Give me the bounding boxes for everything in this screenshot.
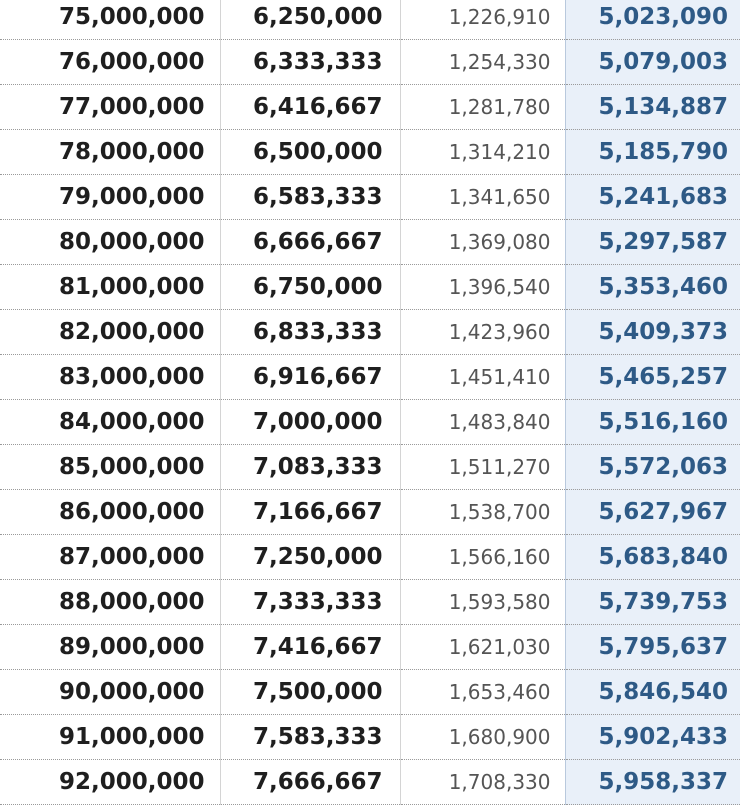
table-cell: 7,416,667 — [219, 624, 400, 670]
table-cell: 7,666,667 — [219, 759, 400, 805]
table-cell: 1,680,900 — [399, 714, 566, 760]
table-cell: 1,451,410 — [399, 354, 566, 400]
table-cell: 85,000,000 — [0, 444, 220, 490]
table-cell: 6,750,000 — [219, 264, 400, 310]
table-cell: 6,250,000 — [219, 0, 400, 40]
table-cell: 1,396,540 — [399, 264, 566, 310]
table-cell: 89,000,000 — [0, 624, 220, 670]
table-cell: 5,185,790 — [564, 129, 740, 175]
table-cell: 1,226,910 — [399, 0, 566, 40]
table-cell: 7,083,333 — [219, 444, 400, 490]
table-cell: 6,416,667 — [219, 84, 400, 130]
table-cell: 1,281,780 — [399, 84, 566, 130]
table-cell: 1,566,160 — [399, 534, 566, 580]
table-cell: 5,134,887 — [564, 84, 740, 130]
table-cell: 88,000,000 — [0, 579, 220, 625]
table-cell: 76,000,000 — [0, 39, 220, 85]
table-cell: 90,000,000 — [0, 669, 220, 715]
table-cell: 86,000,000 — [0, 489, 220, 535]
table-cell: 5,795,637 — [564, 624, 740, 670]
table-cell: 1,708,330 — [399, 759, 566, 805]
table-cell: 83,000,000 — [0, 354, 220, 400]
table-row: 87,000,000 7,250,000 1,566,160 5,683,840 — [0, 534, 740, 580]
table-row: 75,000,000 6,250,000 1,226,910 5,023,090 — [0, 0, 740, 40]
table-cell: 1,593,580 — [399, 579, 566, 625]
table-row: 81,000,000 6,750,000 1,396,540 5,353,460 — [0, 264, 740, 310]
table-cell: 77,000,000 — [0, 84, 220, 130]
table-cell: 1,483,840 — [399, 399, 566, 445]
table-cell: 5,958,337 — [564, 759, 740, 805]
table-row: 89,000,000 7,416,667 1,621,030 5,795,637 — [0, 624, 740, 670]
table-cell: 5,739,753 — [564, 579, 740, 625]
table-row: 84,000,000 7,000,000 1,483,840 5,516,160 — [0, 399, 740, 445]
table-cell: 1,423,960 — [399, 309, 566, 355]
table-cell: 7,250,000 — [219, 534, 400, 580]
table-cell: 1,511,270 — [399, 444, 566, 490]
table-cell: 92,000,000 — [0, 759, 220, 805]
table-cell: 5,627,967 — [564, 489, 740, 535]
table-cell: 80,000,000 — [0, 219, 220, 265]
table-row: 85,000,000 7,083,333 1,511,270 5,572,063 — [0, 444, 740, 490]
table-cell: 7,166,667 — [219, 489, 400, 535]
table-cell: 6,833,333 — [219, 309, 400, 355]
table-cell: 1,538,700 — [399, 489, 566, 535]
table-row: 79,000,000 6,583,333 1,341,650 5,241,683 — [0, 174, 740, 220]
table-row: 83,000,000 6,916,667 1,451,410 5,465,257 — [0, 354, 740, 400]
table-cell: 87,000,000 — [0, 534, 220, 580]
table-row: 90,000,000 7,500,000 1,653,460 5,846,540 — [0, 669, 740, 715]
table-cell: 5,516,160 — [564, 399, 740, 445]
table-row: 88,000,000 7,333,333 1,593,580 5,739,753 — [0, 579, 740, 625]
table-cell: 1,653,460 — [399, 669, 566, 715]
table-cell: 5,846,540 — [564, 669, 740, 715]
table-row: 91,000,000 7,583,333 1,680,900 5,902,433 — [0, 714, 740, 760]
table-cell: 7,583,333 — [219, 714, 400, 760]
table-cell: 7,500,000 — [219, 669, 400, 715]
table-cell: 5,023,090 — [564, 0, 740, 40]
table-cell: 6,666,667 — [219, 219, 400, 265]
table-cell: 91,000,000 — [0, 714, 220, 760]
table-cell: 1,369,080 — [399, 219, 566, 265]
table-cell: 1,254,330 — [399, 39, 566, 85]
table-row: 86,000,000 7,166,667 1,538,700 5,627,967 — [0, 489, 740, 535]
table-cell: 7,333,333 — [219, 579, 400, 625]
table-row: 77,000,000 6,416,667 1,281,780 5,134,887 — [0, 84, 740, 130]
table-cell: 82,000,000 — [0, 309, 220, 355]
table-cell: 5,079,003 — [564, 39, 740, 85]
table-cell: 75,000,000 — [0, 0, 220, 40]
table-cell: 6,916,667 — [219, 354, 400, 400]
table-row: 82,000,000 6,833,333 1,423,960 5,409,373 — [0, 309, 740, 355]
table-cell: 5,353,460 — [564, 264, 740, 310]
table-cell: 5,683,840 — [564, 534, 740, 580]
table-cell: 6,500,000 — [219, 129, 400, 175]
table-cell: 78,000,000 — [0, 129, 220, 175]
table-row: 80,000,000 6,666,667 1,369,080 5,297,587 — [0, 219, 740, 265]
table-cell: 5,297,587 — [564, 219, 740, 265]
table-cell: 1,341,650 — [399, 174, 566, 220]
table-row: 78,000,000 6,500,000 1,314,210 5,185,790 — [0, 129, 740, 175]
table-cell: 1,314,210 — [399, 129, 566, 175]
table-cell: 5,409,373 — [564, 309, 740, 355]
table-row: 92,000,000 7,666,667 1,708,330 5,958,337 — [0, 759, 740, 805]
table-row: 76,000,000 6,333,333 1,254,330 5,079,003 — [0, 39, 740, 85]
table-cell: 1,621,030 — [399, 624, 566, 670]
table-cell: 5,902,433 — [564, 714, 740, 760]
table-cell: 84,000,000 — [0, 399, 220, 445]
table-cell: 79,000,000 — [0, 174, 220, 220]
table-cell: 6,583,333 — [219, 174, 400, 220]
table-cell: 6,333,333 — [219, 39, 400, 85]
table-cell: 7,000,000 — [219, 399, 400, 445]
table-cell: 81,000,000 — [0, 264, 220, 310]
table-cell: 5,465,257 — [564, 354, 740, 400]
table-cell: 5,572,063 — [564, 444, 740, 490]
table-cell: 5,241,683 — [564, 174, 740, 220]
